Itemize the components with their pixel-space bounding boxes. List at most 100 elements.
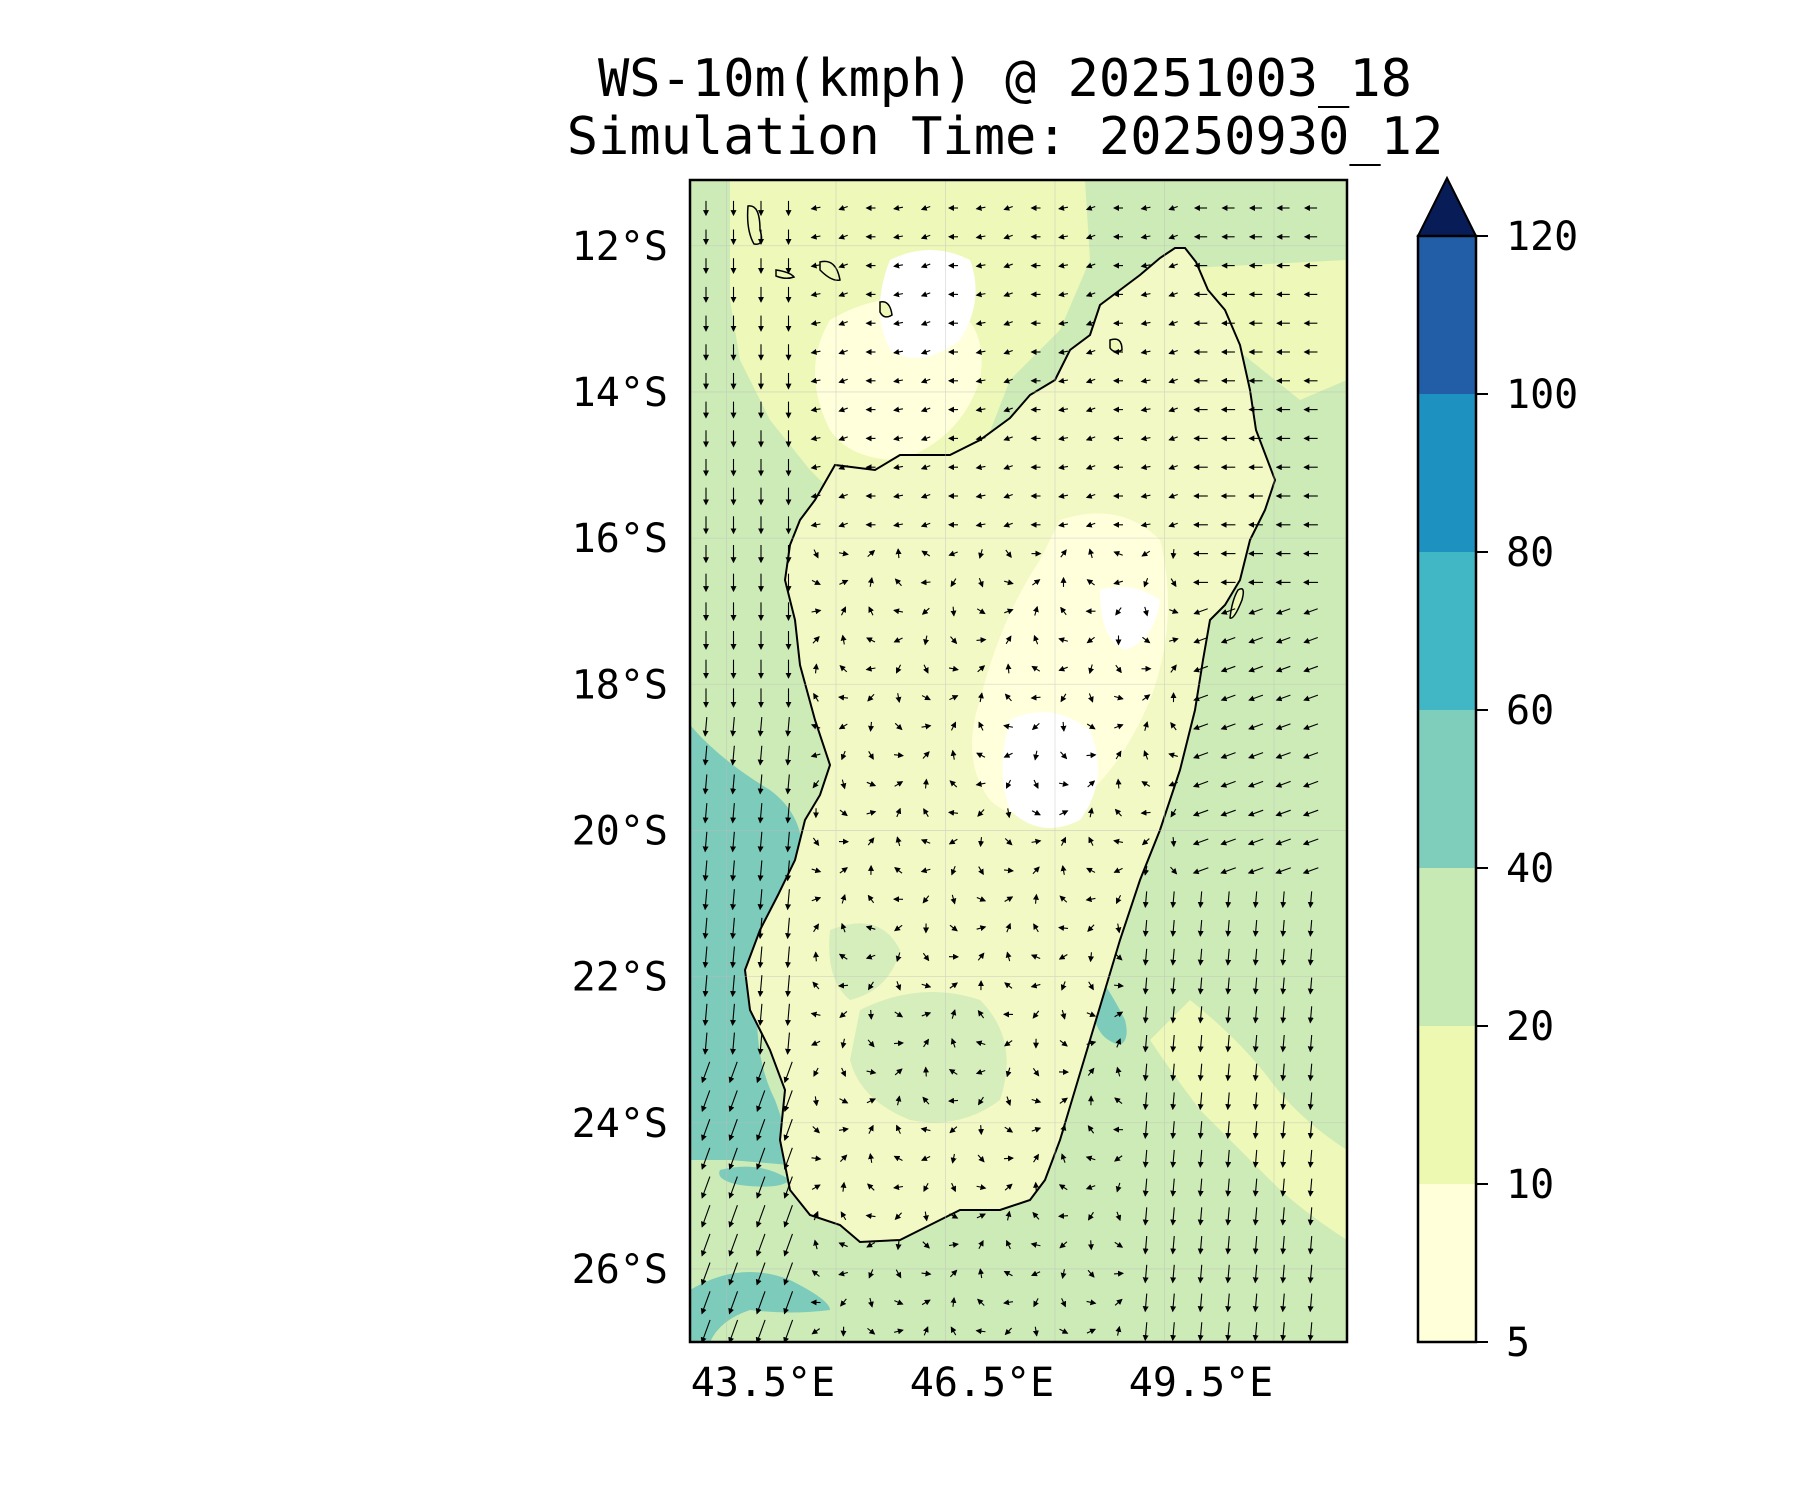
wind-arrow [1033, 634, 1039, 645]
wind-arrow [1003, 320, 1013, 326]
wind-arrow [810, 320, 821, 327]
wind-arrow [1303, 637, 1318, 644]
wind-arrow [1088, 664, 1095, 675]
wind-arrow [1307, 1207, 1314, 1226]
wind-arrow [756, 1176, 766, 1199]
wind-arrow [702, 831, 709, 853]
wind-arrow [1307, 1264, 1314, 1284]
wind-arrow [1060, 549, 1067, 558]
wind-arrow [1115, 923, 1122, 934]
wind-arrow [1087, 1067, 1095, 1076]
wind-arrow [1032, 1211, 1040, 1220]
wind-arrow [1142, 1006, 1149, 1024]
wind-arrow [702, 917, 709, 940]
wind-arrow [702, 803, 709, 824]
wind-arrow [1170, 1236, 1177, 1255]
wind-arrow [755, 1205, 766, 1228]
wind-arrow [1005, 663, 1012, 674]
wind-arrow [1088, 548, 1095, 559]
wind-arrow [1142, 636, 1151, 644]
wind-arrow [1060, 1269, 1067, 1279]
wind-arrow [1032, 579, 1041, 586]
wind-arrow [920, 262, 931, 269]
wind-arrow [894, 578, 902, 587]
wind-arrow [783, 1262, 794, 1286]
wind-arrow [1225, 1264, 1232, 1284]
wind-arrow [1252, 1293, 1259, 1313]
colorbar-segment [1418, 710, 1476, 868]
lon-tick-label: 43.5°E [691, 1360, 836, 1406]
wind-arrow [1168, 435, 1178, 442]
wind-arrow [839, 1154, 848, 1163]
wind-arrow [1086, 1040, 1097, 1047]
wind-arrow [1280, 1293, 1287, 1313]
wind-arrow [977, 1125, 984, 1136]
wind-arrow [757, 774, 764, 795]
wind-arrow [783, 1233, 793, 1257]
wind-arrow [1197, 948, 1204, 966]
wind-arrow [1032, 1326, 1039, 1337]
wind-arrow [1004, 1327, 1013, 1336]
wind-arrow [922, 1096, 930, 1105]
wind-arrow [812, 1126, 820, 1134]
wind-arrow [810, 348, 821, 355]
wind-arrow [1307, 1178, 1314, 1197]
wind-arrow [895, 1240, 902, 1251]
wind-arrow [1307, 891, 1314, 909]
wind-arrow [1032, 893, 1039, 904]
wind-arrow [1030, 982, 1041, 989]
wind-arrow [895, 952, 902, 963]
wind-arrow [1033, 1298, 1039, 1308]
wind-arrow [1142, 977, 1149, 995]
wind-arrow [1059, 1097, 1068, 1104]
wind-arrow [868, 751, 874, 760]
wind-arrow [1252, 1322, 1259, 1342]
lat-tick-label: 12°S [572, 224, 668, 270]
wind-arrow [1086, 1328, 1096, 1335]
wind-arrow [922, 1241, 930, 1249]
wind-arrow [1170, 920, 1177, 937]
wind-arrow [950, 894, 957, 905]
wind-arrow [702, 717, 709, 737]
wind-arrow [1252, 1092, 1259, 1111]
wind-arrow [1307, 1034, 1314, 1053]
wind-arrow [785, 1032, 791, 1055]
wind-arrow [1252, 1149, 1259, 1168]
wind-arrow [866, 1068, 877, 1075]
wind-arrow [923, 808, 929, 817]
wind-arrow [811, 608, 822, 615]
wind-arrow [895, 693, 902, 704]
wind-arrow [1142, 606, 1149, 617]
wind-arrow [1058, 262, 1069, 269]
wind-arrow [893, 464, 904, 471]
wind-arrow [1220, 694, 1236, 702]
wind-arrow [1307, 1006, 1314, 1024]
wind-arrow [923, 664, 929, 674]
wind-arrow [1170, 722, 1177, 731]
wind-arrow [1307, 1121, 1314, 1140]
wind-arrow [1220, 809, 1236, 817]
wind-arrow [810, 435, 821, 442]
wind-arrow [976, 925, 987, 932]
wind-arrow [1114, 1298, 1123, 1306]
wind-arrow [975, 291, 986, 298]
wind-arrow [1115, 1325, 1122, 1336]
wind-arrow [1142, 1063, 1149, 1082]
wind-arrow [1225, 1293, 1232, 1313]
wind-arrow [757, 717, 764, 737]
wind-arrow [1280, 977, 1287, 995]
wind-arrow [1142, 1236, 1149, 1255]
wind-arrow [785, 745, 792, 766]
wind-arrow [1248, 608, 1263, 615]
wind-arrow [1248, 694, 1264, 702]
wind-arrow [1220, 867, 1237, 875]
wind-arrow [728, 1118, 738, 1141]
wind-arrow [1225, 948, 1232, 966]
wind-arrow [1003, 723, 1014, 730]
wind-arrow [1142, 1293, 1149, 1313]
colorbar-tick-label: 40 [1506, 846, 1554, 892]
wind-arrow [920, 320, 931, 326]
colorbar: 5 10 20 40 60 80 100 120 [1416, 175, 1578, 1366]
wind-arrow [1170, 1149, 1177, 1168]
wind-arrow [1197, 1322, 1204, 1342]
